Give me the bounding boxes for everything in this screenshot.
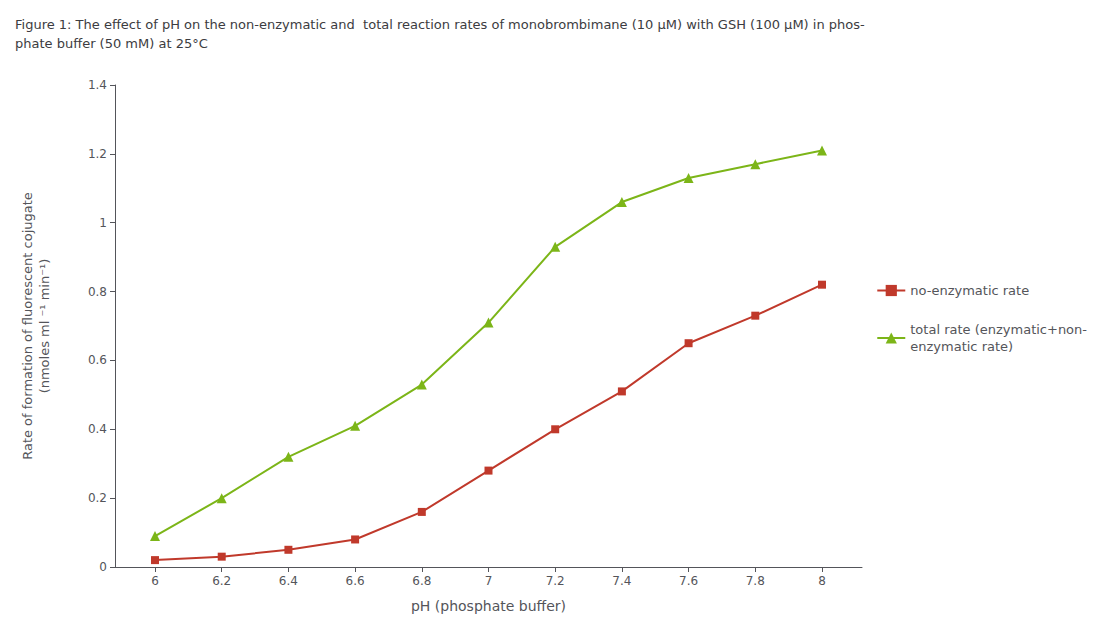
svg-text:enzymatic rate): enzymatic rate) [910,339,1013,354]
svg-text:8: 8 [818,574,826,588]
svg-text:7.2: 7.2 [546,574,565,588]
svg-text:0.6: 0.6 [88,353,107,367]
svg-text:7.6: 7.6 [679,574,698,588]
svg-text:0.2: 0.2 [88,491,107,505]
svg-text:0.4: 0.4 [88,422,107,436]
svg-text:1.2: 1.2 [88,147,107,161]
svg-text:Figure 1: The effect of pH on: Figure 1: The effect of pH on the non-en… [15,17,865,32]
svg-text:1: 1 [99,216,107,230]
svg-text:7.8: 7.8 [746,574,765,588]
svg-text:6.6: 6.6 [346,574,365,588]
svg-text:7: 7 [485,574,493,588]
svg-text:no-enzymatic rate: no-enzymatic rate [910,283,1029,298]
svg-text:total rate (enzymatic+non-: total rate (enzymatic+non- [910,322,1087,337]
svg-text:(nmoles ml ⁻¹ min⁻¹): (nmoles ml ⁻¹ min⁻¹) [37,259,52,394]
svg-text:1.4: 1.4 [88,78,107,92]
svg-text:6: 6 [151,574,159,588]
svg-text:0: 0 [99,560,107,574]
svg-text:7.4: 7.4 [612,574,631,588]
svg-text:6.4: 6.4 [279,574,298,588]
svg-text:6.2: 6.2 [212,574,231,588]
svg-text:pH (phosphate buffer): pH (phosphate buffer) [411,598,566,614]
svg-text:6.8: 6.8 [412,574,431,588]
svg-text:Rate of formation of fluoresce: Rate of formation of fluorescent cojugat… [20,192,35,460]
svg-text:0.8: 0.8 [88,285,107,299]
svg-text:phate buffer (50 mM) at 25°C: phate buffer (50 mM) at 25°C [15,36,208,51]
